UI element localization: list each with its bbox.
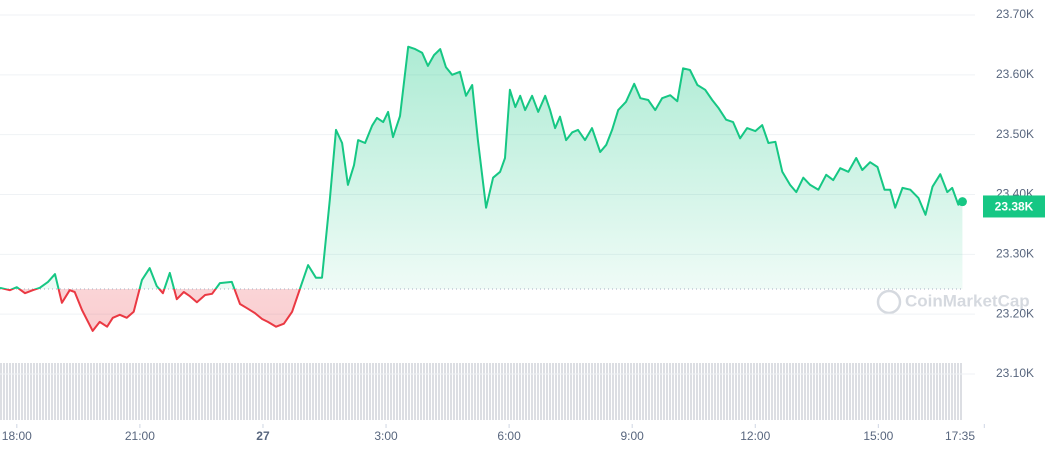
x-tick-label: 15:00 [863,429,893,443]
price-tag-label: 23.38K [995,200,1034,214]
watermark-text: CoinMarketCap [905,291,1030,310]
y-tick-label: 23.20K [996,306,1034,320]
x-tick-label: 3:00 [374,429,398,443]
x-tick-label: 12:00 [740,429,770,443]
area-fill [0,289,963,331]
x-tick-label: 27 [256,429,270,443]
last-point [957,197,967,207]
y-tick-label: 23.30K [996,247,1034,261]
y-tick-label: 23.50K [996,127,1034,141]
x-tick-label: 6:00 [497,429,521,443]
x-tick-label: 18:00 [2,429,32,443]
x-tick-label: 9:00 [621,429,645,443]
price-line [0,45,963,290]
y-tick-label: 23.10K [996,366,1034,380]
x-tick-label: 17:35 [945,429,975,443]
watermark: CoinMarketCap [876,289,1030,315]
y-tick-label: 23.70K [996,7,1034,21]
y-tick-label: 23.60K [996,67,1034,81]
price-tag [983,195,1045,218]
x-tick-label: 21:00 [125,429,155,443]
volume-band [0,363,962,420]
